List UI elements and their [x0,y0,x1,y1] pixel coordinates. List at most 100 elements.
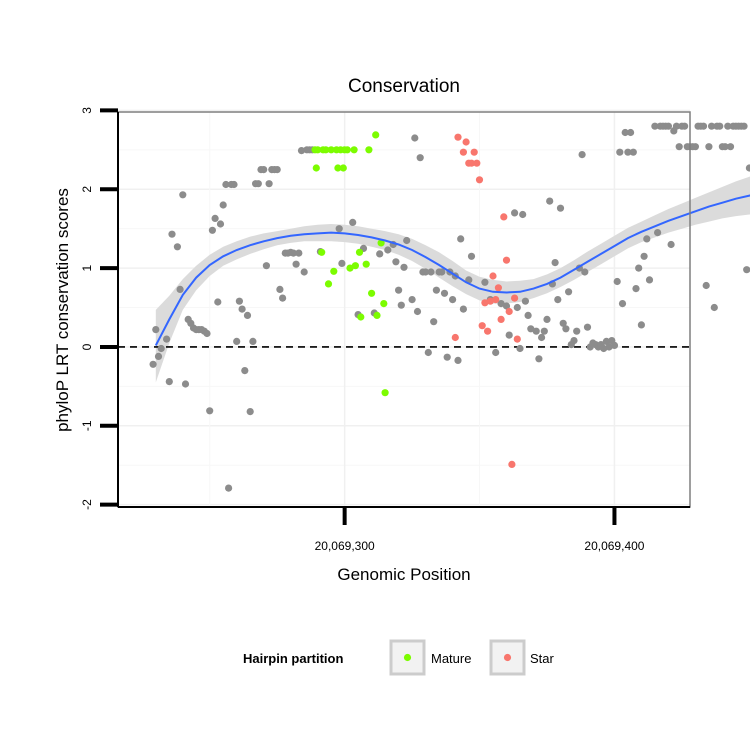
star-point-5 [467,159,476,167]
star-point-8 [475,176,484,184]
other-point-125 [578,151,586,159]
other-point-127 [583,323,592,331]
other-point-152 [654,229,662,237]
other-point-143 [627,128,635,137]
star-point-12 [486,297,494,305]
other-point-122 [570,337,578,345]
y-tick-label-1: -1 [80,420,94,431]
x-tick-label-1: 20,069,400 [584,539,644,553]
other-point-185 [743,266,750,274]
other-point-177 [721,143,729,151]
other-point-120 [565,288,573,296]
other-point-94 [467,252,476,260]
other-point-140 [618,300,627,308]
other-point-145 [632,285,640,293]
other-point-2 [154,352,163,360]
other-point-98 [497,300,505,308]
other-point-25 [222,180,230,189]
other-point-148 [640,252,648,260]
other-point-100 [505,331,513,339]
mature-point-1 [312,164,320,172]
mature-point-21 [365,146,373,154]
mature-point-25 [377,239,385,247]
star-point-20 [508,460,516,468]
other-point-115 [551,259,559,267]
mature-point-20 [362,260,370,268]
mature-point-6 [324,280,333,288]
other-point-169 [699,122,708,130]
other-point-10 [181,380,190,388]
other-point-134 [602,337,611,345]
other-point-6 [168,230,176,238]
other-point-119 [562,325,570,333]
mature-point-14 [343,146,351,154]
star-point-19 [505,307,513,316]
other-point-65 [376,250,384,258]
mature-point-24 [373,311,381,319]
y-axis: -2 -1 0 1 2 3 [80,107,119,510]
x-axis-title: Genomic Position [337,565,470,584]
other-point-142 [624,148,632,156]
other-point-22 [214,298,222,306]
mature-point-10 [334,164,342,172]
other-point-46 [279,294,287,302]
other-point-157 [667,240,675,249]
other-point-179 [726,143,735,151]
mature-point-3 [318,248,326,256]
mature-point-19 [357,313,365,321]
other-point-76 [416,154,424,162]
other-point-84 [438,268,446,276]
other-point-82 [432,286,440,294]
mature-point-8 [330,267,338,275]
other-point-113 [546,197,554,205]
other-point-102 [513,303,521,312]
legend-label-star: Star [530,651,555,666]
other-point-80 [427,268,435,276]
other-point-160 [675,143,683,151]
other-point-44 [273,166,281,174]
other-point-146 [635,264,643,272]
mature-point-23 [372,131,380,139]
other-point-70 [397,301,405,309]
x-tick-label-0: 20,069,300 [315,539,375,553]
other-point-88 [449,296,457,304]
other-point-172 [708,122,716,130]
other-point-78 [422,268,430,276]
star-point-22 [513,335,521,343]
legend: Hairpin partition Mature Star [243,639,555,676]
other-point-50 [289,249,297,257]
star-point-3 [462,138,470,146]
other-point-30 [235,297,243,305]
star-point-0 [451,333,459,342]
other-point-92 [459,305,467,313]
legend-label-mature: Mature [431,651,471,666]
smooth-line-path [154,194,750,346]
other-point-7 [173,243,181,251]
other-point-61 [349,218,357,226]
mature-point-7 [327,146,335,154]
other-point-173 [710,303,718,312]
chart-title: Conservation [348,76,460,97]
other-point-106 [524,311,532,319]
y-tick-label-2: 0 [80,343,94,350]
other-point-59 [335,225,343,233]
other-point-79 [424,348,432,357]
x-axis: 20,069,300 20,069,400 [118,506,690,553]
other-point-111 [540,327,548,335]
other-point-68 [392,258,400,266]
other-point-138 [613,277,621,286]
plot-border [117,111,691,508]
mature-point-22 [368,289,376,297]
star-point-21 [510,294,519,302]
other-point-39 [260,166,268,174]
other-point-1 [152,326,160,334]
star-point-16 [497,315,505,323]
other-point-18 [203,329,211,338]
other-point-107 [527,325,535,333]
confidence-band [155,176,750,383]
other-point-66 [384,246,392,254]
other-point-178 [724,122,732,130]
mature-point-26 [380,300,388,308]
other-point-90 [454,356,462,364]
other-point-69 [395,286,403,294]
